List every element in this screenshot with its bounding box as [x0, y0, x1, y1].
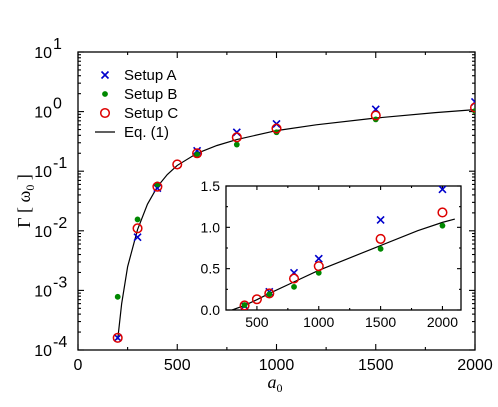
y-tick-label-exponent: 1 [53, 36, 62, 53]
setup-b-point [315, 269, 322, 276]
setup-a-point [232, 128, 241, 137]
y-tick-label: 1.0 [201, 219, 221, 235]
legend-label: Setup C [124, 105, 178, 122]
y-tick-label: 0.0 [201, 302, 221, 318]
setup-b-point [233, 141, 240, 148]
y-tick-label: 10 [34, 283, 52, 300]
main-data-marks [112, 97, 475, 343]
legend-marker-swatch [102, 91, 108, 97]
legend-entry: Setup A [100, 67, 177, 84]
inset-y-tick-labels: 0.0 0.5 1.0 1.5 [201, 178, 221, 318]
x-tick-label: 500 [164, 357, 191, 374]
y-tick-label-exponent: -3 [53, 274, 67, 291]
y-tick-label-exponent: 0 [53, 96, 62, 113]
y-tick-label: 1.5 [201, 178, 221, 194]
inset-x-tick-labels: 500 1000 1500 2000 [245, 314, 458, 330]
setup-b-point [266, 291, 273, 298]
x-tick-label: 1000 [303, 314, 334, 330]
legend-marker-swatch [100, 70, 110, 80]
setup-c-point [192, 148, 203, 159]
setup-c-point [239, 300, 250, 310]
legend-entry: Setup C [99, 105, 178, 122]
legend-label: Setup A [124, 67, 177, 84]
y-tick-label: 10 [34, 45, 52, 62]
setup-b-point [241, 302, 248, 308]
setup-c-point [251, 294, 262, 305]
setup-b-point [439, 222, 446, 229]
setup-c-point [313, 261, 324, 272]
legend-entry: Setup B [102, 86, 177, 103]
legend-entry: Eq. (1) [95, 124, 169, 141]
setup-b-point [291, 283, 297, 290]
setup-c-point [469, 102, 475, 113]
setup-c-point [132, 223, 143, 234]
y-tick-label: 10 [34, 105, 52, 122]
legend-marker-swatch [99, 107, 111, 119]
y-axis-title: Γ [ ω0 ] [14, 174, 37, 228]
legend-label: Eq. (1) [124, 124, 169, 141]
setup-c-point [152, 181, 163, 192]
setup-c-point [288, 273, 300, 284]
x-tick-label: 2000 [427, 314, 458, 330]
inset-data-marks [231, 186, 455, 310]
setup-a-point [133, 233, 142, 242]
setup-a-point [438, 186, 447, 194]
main-axis-ticks [77, 51, 476, 351]
y-tick-label-exponent: -1 [53, 155, 67, 172]
setup-b-point [377, 245, 384, 252]
setup-b-point [134, 216, 141, 223]
x-tick-label: 0 [74, 357, 83, 374]
setup-c-point [264, 288, 275, 299]
setup-b-point [114, 293, 121, 300]
setup-c-point [370, 110, 381, 121]
x-tick-label: 1500 [365, 314, 396, 330]
x-tick-label: 1000 [259, 357, 295, 374]
y-tick-label-exponent: -4 [53, 334, 67, 351]
inset-background [226, 186, 461, 310]
x-axis-title: a0 [268, 372, 283, 395]
setup-c-point [172, 159, 183, 170]
setup-c-point [437, 207, 448, 218]
y-tick-label: 10 [34, 343, 52, 360]
legend: Setup A Setup B Setup C Eq. (1) [95, 67, 178, 141]
x-tick-label: 1500 [358, 357, 394, 374]
setup-a-point [314, 254, 323, 263]
setup-a-point [113, 333, 122, 342]
x-tick-label: 2000 [457, 357, 493, 374]
x-tick-label: 500 [245, 314, 269, 330]
y-tick-label-exponent: -2 [53, 215, 67, 232]
setup-c-point [375, 233, 386, 244]
setup-c-point [271, 123, 282, 134]
setup-b-point [194, 151, 201, 158]
setup-a-point [376, 215, 385, 224]
setup-c-point [112, 332, 123, 343]
y-tick-label: 0.5 [201, 261, 221, 277]
y-tick-label: 10 [34, 224, 52, 241]
setup-c-point [231, 132, 242, 143]
main-x-tick-labels: 0 500 1000 1500 2000 [74, 357, 493, 374]
legend-label: Setup B [124, 86, 177, 103]
fit-curve [117, 109, 475, 340]
plot-area [231, 186, 455, 310]
y-tick-label: 10 [34, 164, 52, 181]
plot-area [112, 97, 475, 343]
